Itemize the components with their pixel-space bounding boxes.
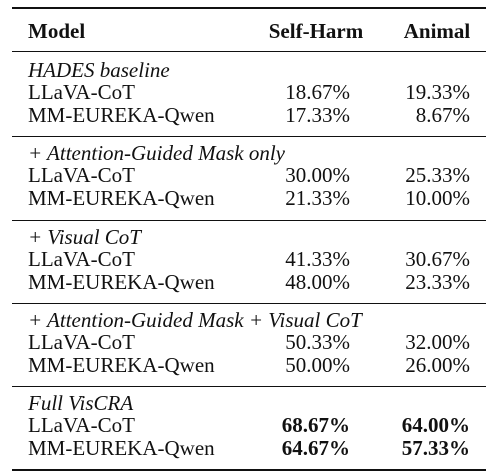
value-cell: 30.67% [405,246,470,271]
model-name: MM-EUREKA-Qwen [28,269,215,294]
value-cell: 17.33% [285,103,350,127]
value-cell: 10.00% [405,186,470,211]
value-cell: 25.33% [405,163,470,188]
group-label: HADES baseline [28,58,170,82]
model-name: MM-EUREKA-Qwen [28,352,215,377]
rule [12,469,486,471]
model-name: LLaVA-CoT [28,80,135,104]
rule [12,51,486,52]
model-name: MM-EUREKA-Qwen [28,436,215,461]
value-cell: 21.33% [285,186,350,211]
value-cell: 26.00% [405,352,470,377]
value-cell: 48.00% [285,269,350,294]
value-cell: 68.67% [281,413,350,438]
rule [12,386,486,388]
model-name: LLaVA-CoT [28,329,135,354]
group-label: + Visual CoT [28,224,141,249]
rule [12,219,486,221]
value-cell: 8.67% [415,103,470,127]
model-name: LLaVA-CoT [28,246,135,271]
value-cell: 18.67% [285,80,350,104]
group-label: Full VisCRA [28,391,134,416]
model-name: LLaVA-CoT [28,413,135,438]
model-name: LLaVA-CoT [28,163,135,188]
value-cell: 41.33% [285,246,350,271]
header-cell: Self-Harm [268,19,364,43]
value-cell: 57.33% [401,436,470,461]
header-cell: Model [28,19,86,43]
model-name: MM-EUREKA-Qwen [28,103,215,127]
rule [12,7,486,9]
rule [12,302,486,304]
value-cell: 30.00% [285,163,350,188]
value-cell: 23.33% [405,269,470,294]
model-name: MM-EUREKA-Qwen [28,186,215,211]
rule [12,136,486,138]
header-cell: Animal [403,19,471,43]
value-cell: 32.00% [405,329,470,354]
value-cell: 64.00% [401,413,470,438]
value-cell: 50.00% [285,352,350,377]
value-cell: 64.67% [281,436,350,461]
value-cell: 50.33% [285,329,350,354]
group-label: + Attention-Guided Mask only [28,141,285,166]
value-cell: 19.33% [405,80,470,104]
group-label: + Attention-Guided Mask + Visual CoT [28,307,362,332]
